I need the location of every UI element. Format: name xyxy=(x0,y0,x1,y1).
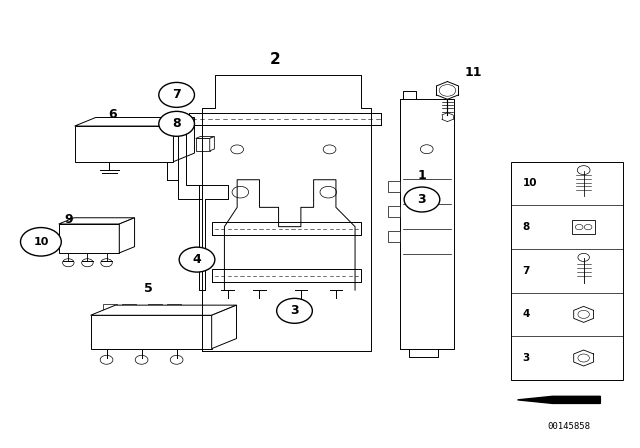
Text: 8: 8 xyxy=(523,222,530,232)
Circle shape xyxy=(20,228,61,256)
Polygon shape xyxy=(91,305,237,315)
Polygon shape xyxy=(59,224,119,253)
Bar xyxy=(122,304,136,310)
Text: 7: 7 xyxy=(172,88,181,101)
Text: 1: 1 xyxy=(417,168,426,181)
Circle shape xyxy=(159,82,195,108)
Text: 11: 11 xyxy=(464,66,482,79)
Polygon shape xyxy=(196,138,210,151)
Bar xyxy=(572,220,595,234)
Text: 8: 8 xyxy=(172,117,181,130)
Polygon shape xyxy=(119,218,134,253)
Text: 7: 7 xyxy=(523,266,530,276)
Polygon shape xyxy=(91,315,212,349)
Circle shape xyxy=(159,112,195,136)
Polygon shape xyxy=(173,117,195,162)
Polygon shape xyxy=(388,206,399,217)
Circle shape xyxy=(404,187,440,212)
Text: 6: 6 xyxy=(109,108,117,121)
Text: 10: 10 xyxy=(33,237,49,247)
Text: 9: 9 xyxy=(64,213,72,226)
Polygon shape xyxy=(388,181,399,192)
Bar xyxy=(511,162,623,380)
Text: 4: 4 xyxy=(523,310,530,319)
Bar xyxy=(148,304,162,310)
Text: 3: 3 xyxy=(523,353,530,363)
Circle shape xyxy=(276,298,312,323)
Polygon shape xyxy=(518,396,600,404)
Polygon shape xyxy=(196,137,214,138)
Bar xyxy=(103,304,117,310)
Text: 10: 10 xyxy=(523,178,537,189)
Polygon shape xyxy=(388,231,399,242)
Polygon shape xyxy=(210,137,214,151)
Text: 3: 3 xyxy=(290,304,299,317)
Polygon shape xyxy=(75,126,173,162)
Polygon shape xyxy=(59,218,134,224)
Text: 5: 5 xyxy=(143,282,152,295)
Text: 3: 3 xyxy=(418,193,426,206)
Text: 4: 4 xyxy=(193,253,202,266)
Bar xyxy=(167,304,181,310)
Polygon shape xyxy=(75,117,195,126)
Circle shape xyxy=(179,247,215,272)
Text: 2: 2 xyxy=(270,52,281,67)
Polygon shape xyxy=(212,305,237,349)
Text: 00145858: 00145858 xyxy=(547,422,590,431)
